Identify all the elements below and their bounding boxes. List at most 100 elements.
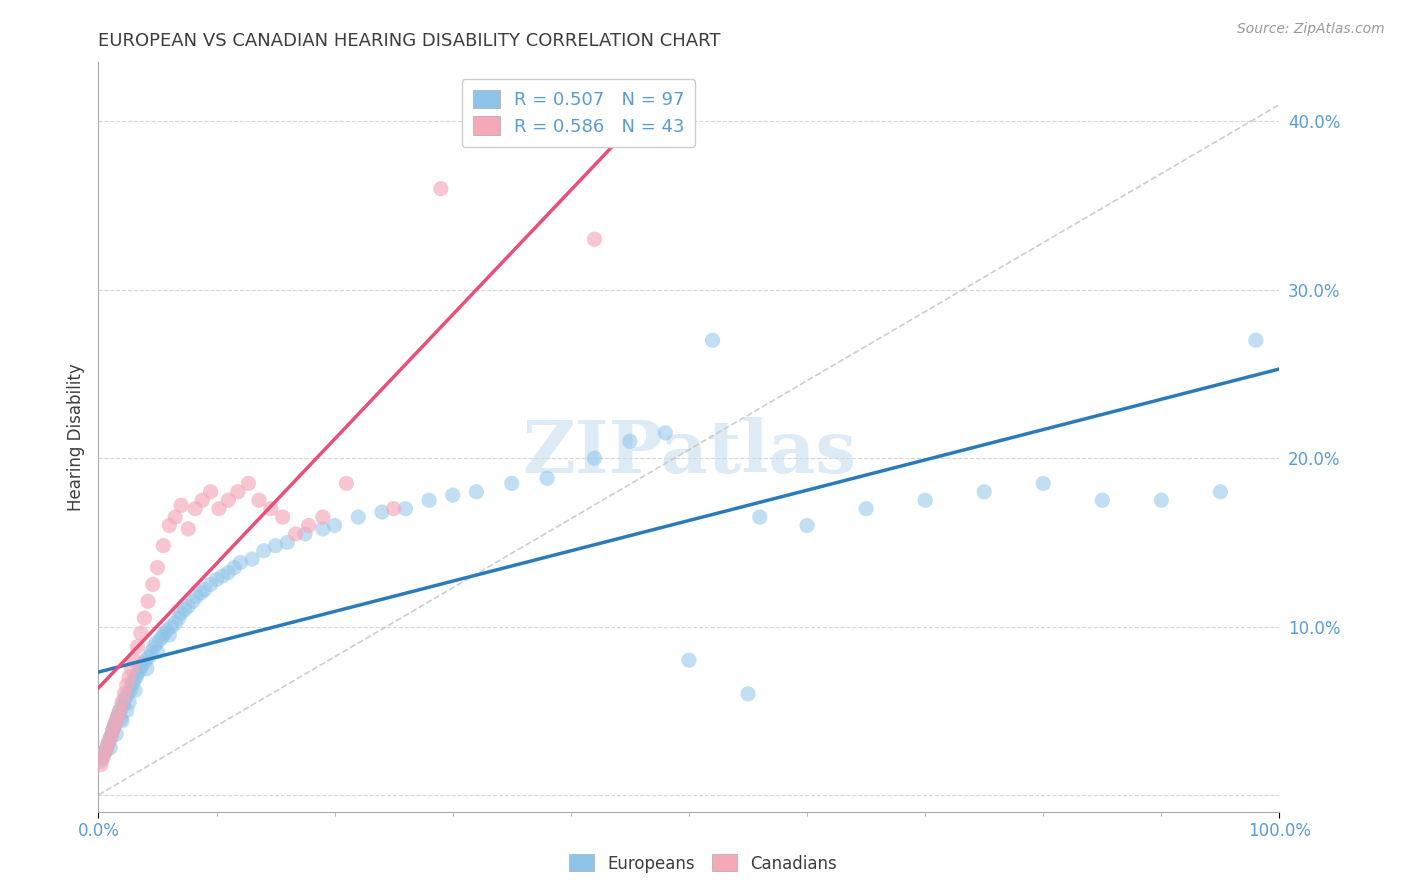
- Point: [97, 737, 120, 751]
- Point: [112, 687, 135, 701]
- Point: [118, 670, 141, 684]
- Point: [501, 476, 523, 491]
- Point: [136, 594, 159, 608]
- Text: ZIPatlas: ZIPatlas: [522, 417, 856, 488]
- Legend: Europeans, Canadians: Europeans, Canadians: [562, 847, 844, 880]
- Point: [170, 606, 193, 620]
- Point: [583, 232, 606, 246]
- Point: [107, 707, 129, 722]
- Point: [312, 510, 335, 524]
- Point: [153, 626, 176, 640]
- Point: [441, 488, 464, 502]
- Point: [91, 751, 114, 765]
- Point: [135, 653, 157, 667]
- Point: [90, 757, 112, 772]
- Point: [114, 690, 136, 705]
- Point: [149, 632, 172, 647]
- Point: [101, 723, 124, 738]
- Point: [96, 740, 118, 755]
- Point: [382, 501, 405, 516]
- Point: [138, 649, 160, 664]
- Legend: R = 0.507   N = 97, R = 0.586   N = 43: R = 0.507 N = 97, R = 0.586 N = 43: [461, 79, 696, 146]
- Point: [702, 333, 724, 347]
- Point: [141, 645, 163, 659]
- Point: [111, 700, 134, 714]
- Point: [167, 611, 190, 625]
- Point: [536, 471, 558, 485]
- Point: [335, 476, 357, 491]
- Point: [181, 594, 204, 608]
- Point: [855, 501, 877, 516]
- Point: [98, 731, 121, 745]
- Point: [142, 640, 165, 654]
- Point: [105, 710, 128, 724]
- Point: [103, 721, 125, 735]
- Point: [124, 683, 146, 698]
- Point: [276, 535, 298, 549]
- Point: [94, 744, 117, 758]
- Point: [165, 510, 187, 524]
- Point: [121, 675, 143, 690]
- Point: [371, 505, 394, 519]
- Point: [157, 628, 180, 642]
- Point: [177, 599, 200, 614]
- Point: [129, 660, 152, 674]
- Point: [208, 501, 231, 516]
- Point: [165, 616, 187, 631]
- Point: [101, 723, 124, 738]
- Point: [170, 498, 193, 512]
- Point: [260, 501, 283, 516]
- Point: [112, 697, 135, 711]
- Point: [134, 611, 156, 625]
- Point: [100, 729, 122, 743]
- Point: [104, 717, 127, 731]
- Point: [200, 484, 222, 499]
- Point: [91, 747, 114, 762]
- Point: [118, 695, 141, 709]
- Point: [93, 746, 115, 760]
- Point: [217, 566, 239, 580]
- Point: [105, 714, 128, 728]
- Point: [121, 662, 143, 676]
- Text: EUROPEAN VS CANADIAN HEARING DISABILITY CORRELATION CHART: EUROPEAN VS CANADIAN HEARING DISABILITY …: [98, 32, 721, 50]
- Point: [111, 714, 134, 728]
- Point: [90, 754, 112, 768]
- Point: [973, 484, 995, 499]
- Point: [111, 695, 134, 709]
- Point: [128, 663, 150, 677]
- Point: [226, 484, 249, 499]
- Point: [298, 518, 321, 533]
- Point: [122, 653, 145, 667]
- Point: [129, 626, 152, 640]
- Point: [1091, 493, 1114, 508]
- Point: [112, 693, 135, 707]
- Point: [91, 751, 114, 765]
- Point: [135, 662, 157, 676]
- Point: [97, 737, 120, 751]
- Point: [105, 710, 128, 724]
- Point: [394, 501, 416, 516]
- Point: [108, 704, 131, 718]
- Point: [211, 569, 233, 583]
- Point: [152, 539, 174, 553]
- Point: [132, 657, 155, 671]
- Point: [104, 717, 127, 731]
- Point: [191, 493, 214, 508]
- Point: [737, 687, 759, 701]
- Point: [430, 182, 453, 196]
- Point: [194, 582, 217, 597]
- Y-axis label: Hearing Disability: Hearing Disability: [66, 363, 84, 511]
- Point: [914, 493, 936, 508]
- Point: [253, 543, 276, 558]
- Point: [120, 683, 142, 698]
- Point: [465, 484, 488, 499]
- Point: [173, 602, 195, 616]
- Point: [323, 518, 346, 533]
- Point: [157, 518, 180, 533]
- Point: [177, 522, 200, 536]
- Point: [122, 673, 145, 688]
- Point: [678, 653, 700, 667]
- Point: [186, 589, 208, 603]
- Point: [217, 493, 239, 508]
- Point: [145, 636, 167, 650]
